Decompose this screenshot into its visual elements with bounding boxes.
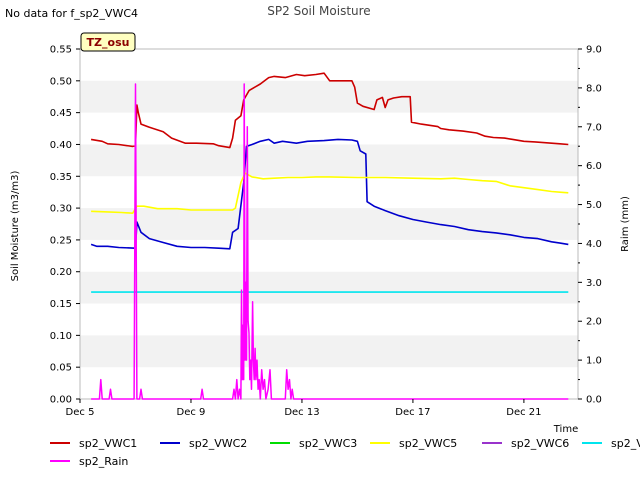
legend-label: sp2_VWC7 xyxy=(611,436,640,450)
x-tick-label: Dec 17 xyxy=(395,407,430,418)
y-axis-label: Soil Moisture (m3/m3) xyxy=(10,171,21,282)
y-tick-label: 0.25 xyxy=(50,235,72,246)
plot-band xyxy=(80,335,578,368)
series-line-sp2_VWC1 xyxy=(90,72,569,149)
legend-label: sp2_VWC3 xyxy=(299,436,358,450)
x-axis-label: Time xyxy=(553,424,578,435)
y-tick-label: 0.55 xyxy=(50,45,72,56)
legend-swatch xyxy=(160,442,180,444)
legend-swatch xyxy=(50,460,70,462)
legend-label: sp2_VWC5 xyxy=(399,436,458,450)
y2-tick-label: 1.0 xyxy=(586,356,602,367)
plot-band xyxy=(80,80,578,113)
plot-band xyxy=(80,144,578,177)
y2-tick-label: 2.0 xyxy=(586,317,602,328)
y-tick-label: 0.15 xyxy=(50,299,72,310)
y2-tick-label: 7.0 xyxy=(586,122,602,133)
legend-swatch xyxy=(370,442,390,444)
y2-tick-label: 6.0 xyxy=(586,161,602,172)
legend-item: sp2_VWC1 xyxy=(50,436,137,450)
y-tick-label: 0.00 xyxy=(50,395,72,406)
y2-tick-label: 3.0 xyxy=(586,278,602,289)
y-tick-label: 0.30 xyxy=(50,204,72,215)
legend-label: sp2_VWC1 xyxy=(79,436,138,450)
legend-label: sp2_Rain xyxy=(79,454,129,468)
y2-tick-label: 4.0 xyxy=(586,239,602,250)
legend-swatch xyxy=(50,442,70,444)
y2-axis-label: Raim (mm) xyxy=(620,196,631,252)
legend-item: sp2_VWC7 xyxy=(582,436,640,450)
plot-band xyxy=(80,271,578,304)
y-tick-label: 0.05 xyxy=(50,363,72,374)
legend-swatch xyxy=(582,442,602,444)
plot-band xyxy=(80,208,578,240)
y2-tick-label: 9.0 xyxy=(586,45,602,56)
x-tick-label: Dec 13 xyxy=(284,407,319,418)
tz-badge: TZ_osu xyxy=(80,32,136,52)
legend-swatch xyxy=(270,442,290,444)
x-tick-label: Dec 5 xyxy=(66,407,95,418)
right-axis: 0.0 1.0 2.0 3.0 4.0 5.0 6.0 7.0 8.0 9.0 xyxy=(578,45,602,406)
series-line-sp2_Rain xyxy=(91,83,569,400)
series-layer xyxy=(90,72,569,400)
y-tick-label: 0.20 xyxy=(50,267,72,278)
legend-label: sp2_VWC2 xyxy=(189,436,248,450)
legend-item: sp2_Rain xyxy=(50,454,128,468)
y-tick-label: 0.35 xyxy=(50,172,72,183)
y-tick-label: 0.40 xyxy=(50,140,72,151)
x-axis: Dec 5 Dec 9 Dec 13 Dec 17 Dec 21 xyxy=(66,399,542,418)
legend-item: sp2_VWC6 xyxy=(482,436,569,450)
left-axis: 0.00 0.05 0.10 0.15 0.20 0.25 0.30 0.35 0.40 0.45… xyxy=(50,45,80,406)
legend-item: sp2_VWC2 xyxy=(160,436,247,450)
legend-label: sp2_VWC6 xyxy=(511,436,570,450)
x-tick-label: Dec 21 xyxy=(506,407,541,418)
legend-item: sp2_VWC5 xyxy=(370,436,457,450)
series-line-sp2_VWC2 xyxy=(90,138,569,250)
series-line-sp2_VWC5 xyxy=(91,172,569,214)
y-tick-label: 0.45 xyxy=(50,108,72,119)
y2-tick-label: 0.0 xyxy=(586,395,602,406)
y-tick-label: 0.10 xyxy=(50,331,72,342)
chart-title: SP2 Soil Moisture xyxy=(267,4,370,18)
y2-tick-label: 5.0 xyxy=(586,200,602,211)
plot-bands xyxy=(80,80,578,368)
tz-badge-label: TZ_osu xyxy=(87,36,130,49)
y-tick-label: 0.50 xyxy=(50,76,72,87)
legend-item: sp2_VWC3 xyxy=(270,436,357,450)
x-tick-label: Dec 9 xyxy=(177,407,206,418)
y2-tick-label: 8.0 xyxy=(586,83,602,94)
no-data-note: No data for f_sp2_VWC4 xyxy=(5,7,139,20)
legend-swatch xyxy=(482,442,502,444)
